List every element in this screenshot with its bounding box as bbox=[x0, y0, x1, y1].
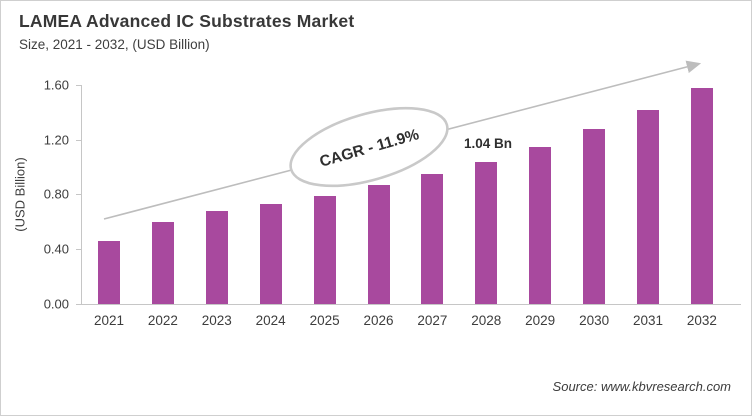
bar-2026 bbox=[367, 184, 390, 304]
y-tick-mark bbox=[76, 139, 82, 141]
bar-2031 bbox=[637, 109, 659, 304]
y-tick-0.00: 0.00 bbox=[43, 296, 69, 312]
x-tick-2025: 2025 bbox=[309, 313, 340, 328]
x-tick-2030: 2030 bbox=[579, 313, 610, 328]
value-annotation-2028: 1.04 Bn bbox=[464, 136, 512, 151]
y-tick-1.20: 1.20 bbox=[43, 132, 69, 148]
bar-2021 bbox=[98, 241, 120, 304]
y-tick-0.80: 0.80 bbox=[43, 186, 69, 202]
bar-2029 bbox=[529, 146, 552, 304]
y-axis-title: (USD Billion) bbox=[12, 157, 28, 232]
y-tick-mark bbox=[76, 84, 82, 86]
x-tick-2024: 2024 bbox=[255, 313, 286, 328]
source-credit: Source: www.kbvresearch.com bbox=[552, 379, 731, 394]
bar-2030 bbox=[583, 128, 606, 304]
y-tick-1.60: 1.60 bbox=[43, 77, 69, 93]
y-tick-mark bbox=[76, 194, 82, 196]
x-axis-line bbox=[81, 304, 741, 305]
chart-subtitle: Size, 2021 - 2032, (USD Billion) bbox=[19, 37, 210, 52]
x-tick-2026: 2026 bbox=[363, 313, 394, 328]
x-tick-2032: 2032 bbox=[686, 313, 717, 328]
bar-2022 bbox=[151, 221, 174, 304]
x-tick-2023: 2023 bbox=[201, 313, 232, 328]
bar-2032 bbox=[690, 87, 713, 304]
y-tick-mark bbox=[76, 304, 82, 305]
y-tick-mark bbox=[76, 249, 82, 251]
bar-2024 bbox=[259, 204, 282, 304]
chart-title: LAMEA Advanced IC Substrates Market bbox=[19, 11, 355, 31]
x-tick-2029: 2029 bbox=[525, 313, 556, 328]
x-tick-2031: 2031 bbox=[632, 313, 664, 328]
x-tick-2028: 2028 bbox=[471, 313, 502, 328]
x-tick-2022: 2022 bbox=[147, 313, 178, 328]
x-tick-2027: 2027 bbox=[417, 313, 448, 328]
trend-arrow bbox=[103, 60, 702, 220]
bar-2028 bbox=[475, 161, 498, 304]
x-tick-2021: 2021 bbox=[93, 313, 125, 328]
cagr-label: CAGR - 11.9% bbox=[318, 126, 421, 171]
bar-2023 bbox=[205, 210, 228, 304]
bar-2025 bbox=[313, 195, 336, 304]
y-tick-0.40: 0.40 bbox=[43, 241, 69, 257]
bar-2027 bbox=[421, 173, 444, 304]
